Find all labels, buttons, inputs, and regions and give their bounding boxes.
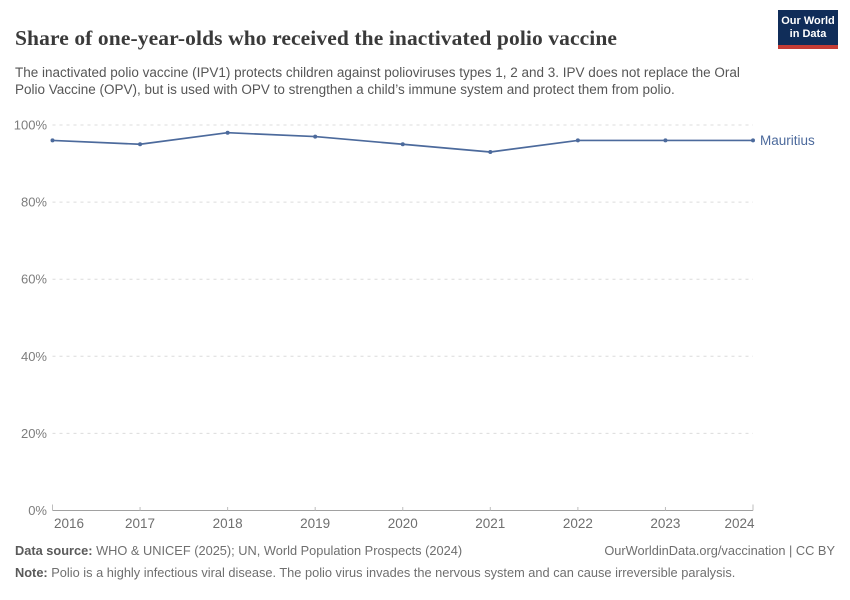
owid-logo-line2: in Data	[789, 28, 827, 40]
x-tick-label: 2021	[475, 516, 505, 531]
y-tick-label: 80%	[21, 195, 47, 210]
owid-logo-line1: Our World	[781, 15, 835, 27]
y-tick-label: 0%	[28, 503, 47, 518]
x-tick-label: 2020	[388, 516, 418, 531]
data-source-label: Data source:	[15, 543, 93, 558]
data-point	[138, 142, 143, 147]
data-point	[575, 138, 580, 143]
x-tick-label: 2019	[300, 516, 330, 531]
owid-logo: Our World in Data	[778, 10, 838, 49]
note-text: Polio is a highly infectious viral disea…	[47, 565, 736, 580]
y-tick-label: 20%	[21, 426, 47, 441]
data-point	[663, 138, 668, 143]
footer: Data source: WHO & UNICEF (2025); UN, Wo…	[15, 540, 835, 584]
x-tick-label: 2018	[213, 516, 243, 531]
x-tick-label: 2016	[54, 516, 84, 531]
footer-source-row: Data source: WHO & UNICEF (2025); UN, Wo…	[15, 540, 835, 562]
data-point	[488, 149, 493, 154]
y-tick-label: 60%	[21, 272, 47, 287]
data-point	[400, 142, 405, 147]
x-tick-label: 2023	[650, 516, 680, 531]
y-tick-label: 100%	[14, 118, 48, 133]
x-tick-label: 2024	[724, 516, 755, 531]
note: Note: Polio is a highly infectious viral…	[15, 562, 735, 584]
x-tick-label: 2017	[125, 516, 155, 531]
note-label: Note:	[15, 565, 48, 580]
data-source-text: WHO & UNICEF (2025); UN, World Populatio…	[92, 543, 463, 558]
page-title: Share of one-year-olds who received the …	[15, 26, 618, 51]
data-point	[313, 134, 318, 139]
data-source: Data source: WHO & UNICEF (2025); UN, Wo…	[15, 540, 462, 562]
owid-url-link[interactable]: OurWorldinData.org/vaccination | CC BY	[604, 543, 835, 558]
series-label: Mauritius	[760, 133, 815, 148]
y-tick-label: 40%	[21, 349, 47, 364]
chart-subtitle: The inactivated polio vaccine (IPV1) pro…	[15, 64, 740, 97]
footer-note-row: Note: Polio is a highly infectious viral…	[15, 562, 835, 584]
data-point	[751, 138, 755, 143]
data-point	[50, 138, 55, 143]
x-tick-label: 2022	[563, 516, 593, 531]
data-point	[225, 130, 230, 135]
